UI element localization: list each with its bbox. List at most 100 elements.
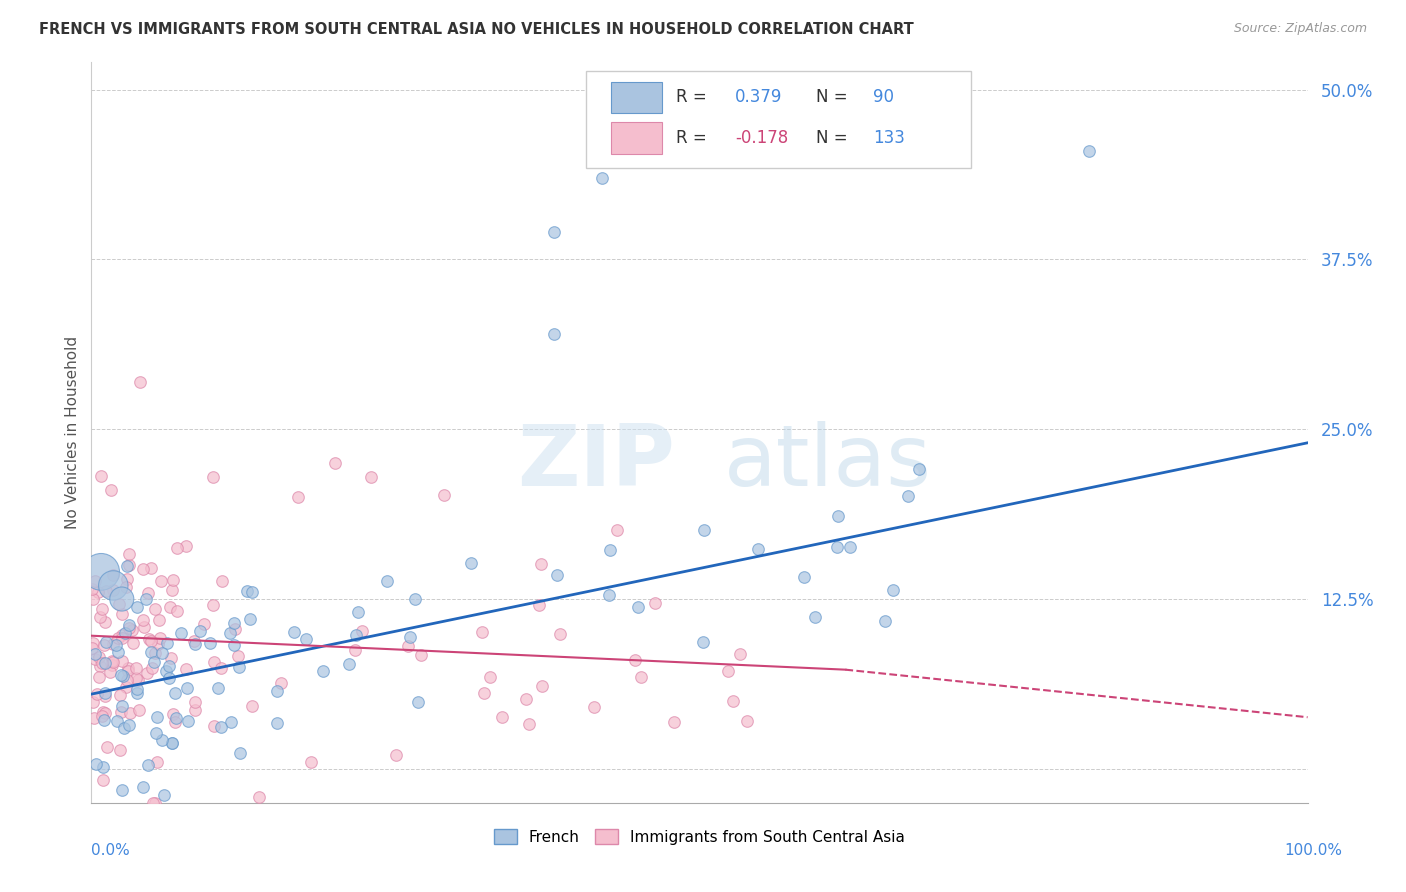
Point — [111, 628, 134, 642]
Point — [118, 621, 141, 635]
Point — [337, 657, 360, 671]
Point — [96, 739, 118, 754]
Point — [146, 710, 169, 724]
Point — [110, 667, 132, 681]
Point — [531, 679, 554, 693]
Point — [120, 706, 142, 720]
Point — [145, 726, 167, 740]
Point — [127, 673, 149, 687]
Point — [139, 634, 162, 648]
Point — [127, 600, 149, 615]
Point — [91, 772, 114, 787]
Point — [270, 675, 292, 690]
Point — [433, 488, 456, 502]
Point — [90, 469, 112, 483]
Point — [136, 586, 159, 600]
Point — [111, 698, 134, 713]
Point — [94, 656, 117, 670]
Point — [247, 790, 270, 805]
Point — [132, 620, 155, 634]
Point — [375, 574, 398, 588]
Point — [103, 578, 125, 592]
Point — [103, 655, 125, 669]
Point — [128, 703, 150, 717]
Point — [583, 700, 606, 714]
Point — [111, 607, 134, 621]
Point — [139, 561, 162, 575]
Point — [83, 574, 105, 588]
Point — [111, 653, 134, 667]
Point — [82, 635, 104, 649]
Point — [135, 592, 157, 607]
Point — [129, 375, 152, 389]
Point — [170, 626, 193, 640]
Point — [827, 508, 849, 523]
Point — [312, 664, 335, 678]
Point — [94, 706, 117, 720]
Point — [882, 583, 904, 598]
Point — [323, 456, 346, 470]
Point — [266, 715, 288, 730]
Point — [471, 624, 494, 639]
Point — [166, 541, 188, 555]
Point — [1077, 144, 1099, 158]
Point — [201, 598, 224, 612]
Point — [204, 719, 226, 733]
Point — [80, 641, 103, 656]
Point — [207, 681, 229, 696]
Point — [599, 542, 621, 557]
Point — [219, 715, 242, 730]
Point — [105, 714, 128, 728]
Point — [165, 711, 187, 725]
Point — [460, 556, 482, 570]
Point — [219, 625, 242, 640]
Point — [125, 686, 148, 700]
Point — [149, 574, 172, 588]
Point — [352, 624, 374, 639]
Point — [228, 660, 250, 674]
Point — [287, 490, 309, 504]
Point — [107, 632, 129, 646]
Point — [163, 714, 186, 729]
Point — [118, 558, 141, 572]
Point — [100, 654, 122, 668]
Point — [146, 755, 169, 769]
Point — [152, 788, 174, 802]
Point — [692, 635, 714, 649]
Point — [91, 705, 114, 719]
Point — [110, 631, 132, 645]
Point — [94, 686, 117, 700]
Point — [165, 686, 187, 700]
Point — [110, 743, 132, 757]
FancyBboxPatch shape — [586, 71, 970, 169]
Point — [644, 597, 666, 611]
Text: Source: ZipAtlas.com: Source: ZipAtlas.com — [1233, 22, 1367, 36]
Point — [143, 602, 166, 616]
Point — [146, 637, 169, 651]
Point — [93, 713, 115, 727]
Point — [159, 599, 181, 614]
Text: -0.178: -0.178 — [735, 129, 787, 147]
Point — [515, 691, 537, 706]
Point — [121, 623, 143, 637]
Point — [491, 710, 513, 724]
FancyBboxPatch shape — [610, 122, 662, 153]
Point — [873, 614, 896, 628]
Point — [360, 469, 382, 483]
Point — [236, 584, 259, 599]
Point — [100, 483, 122, 497]
Point — [139, 645, 162, 659]
Point — [138, 632, 160, 647]
Text: 100.0%: 100.0% — [1285, 843, 1343, 858]
Point — [142, 655, 165, 669]
Point — [630, 670, 652, 684]
Point — [90, 601, 112, 615]
Point — [347, 605, 370, 619]
Point — [283, 624, 305, 639]
Point — [266, 684, 288, 698]
Point — [385, 748, 408, 763]
Point — [91, 709, 114, 723]
Point — [543, 327, 565, 342]
Point — [623, 653, 645, 667]
Point — [80, 582, 103, 596]
